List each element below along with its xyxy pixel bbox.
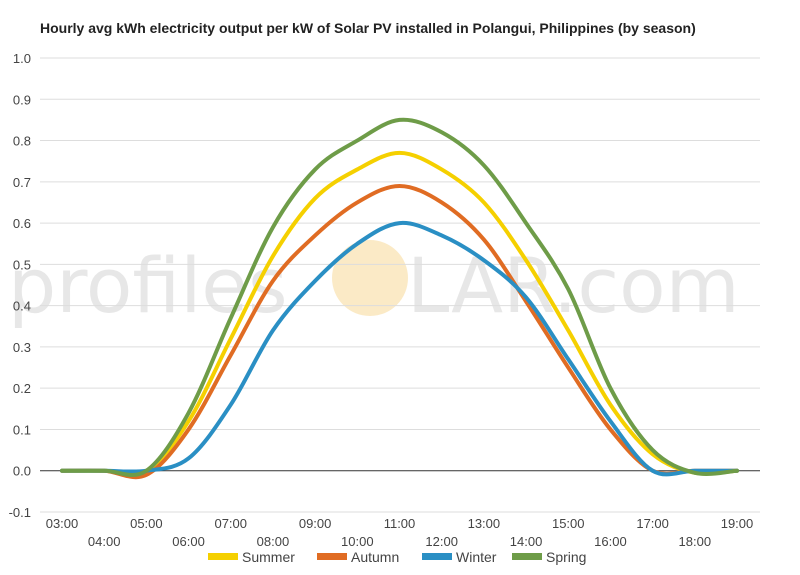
series-line-autumn [60, 183, 739, 480]
x-tick-label: 15:00 [552, 516, 585, 531]
series-group [60, 117, 739, 480]
legend-swatch-autumn [317, 553, 347, 560]
x-tick-label: 03:00 [46, 516, 79, 531]
x-tick-label: 05:00 [130, 516, 163, 531]
x-axis-ticks: 03:00 05:00 07:00 09:00 11:00 13:00 15:00 17:00… [46, 516, 754, 549]
y-tick-label: 0.0 [13, 464, 31, 479]
legend-swatch-winter [422, 553, 452, 560]
x-tick-label: 13:00 [468, 516, 501, 531]
legend-label-spring: Spring [546, 549, 586, 565]
x-tick-label: 10:00 [341, 534, 374, 549]
legend-swatch-spring [512, 553, 542, 560]
x-tick-label: 04:00 [88, 534, 121, 549]
watermark-logo: profiles LAR.com [8, 240, 740, 330]
x-tick-label: 06:00 [172, 534, 205, 549]
y-tick-label: -0.1 [9, 505, 31, 520]
x-tick-label: 12:00 [425, 534, 458, 549]
x-tick-label: 14:00 [510, 534, 543, 549]
y-axis-ticks: -0.1 0.0 0.1 0.2 0.3 0.4 0.5 0.6 0.7 0.8 0.9 1.0 [9, 51, 31, 520]
y-tick-label: 0.8 [13, 134, 31, 149]
chart-title: Hourly avg kWh electricity output per kW… [40, 20, 696, 36]
x-tick-label: 16:00 [594, 534, 627, 549]
x-tick-label: 08:00 [257, 534, 290, 549]
y-tick-label: 0.3 [13, 340, 31, 355]
y-tick-label: 0.5 [13, 257, 31, 272]
x-tick-label: 18:00 [679, 534, 712, 549]
x-tick-label: 17:00 [636, 516, 669, 531]
y-tick-label: 0.6 [13, 216, 31, 231]
legend-swatch-summer [208, 553, 238, 560]
y-tick-label: 0.9 [13, 92, 31, 107]
watermark-sun-icon [332, 240, 408, 316]
y-tick-label: 0.4 [13, 299, 31, 314]
watermark-text-right: LAR.com [407, 241, 740, 330]
y-tick-label: 1.0 [13, 51, 31, 66]
x-tick-label: 07:00 [214, 516, 247, 531]
x-tick-label: 11:00 [384, 516, 416, 531]
series-line-spring [60, 117, 739, 477]
x-tick-label: 19:00 [721, 516, 754, 531]
legend: Summer Autumn Winter Spring [208, 549, 586, 565]
series-line-summer [60, 150, 739, 477]
y-tick-label: 0.7 [13, 175, 31, 190]
legend-label-summer: Summer [242, 549, 295, 565]
series-line-winter [60, 220, 739, 477]
y-tick-label: 0.1 [13, 422, 31, 437]
legend-label-autumn: Autumn [351, 549, 399, 565]
y-tick-label: 0.2 [13, 381, 31, 396]
legend-label-winter: Winter [456, 549, 497, 565]
x-tick-label: 09:00 [299, 516, 332, 531]
grid [40, 57, 760, 513]
